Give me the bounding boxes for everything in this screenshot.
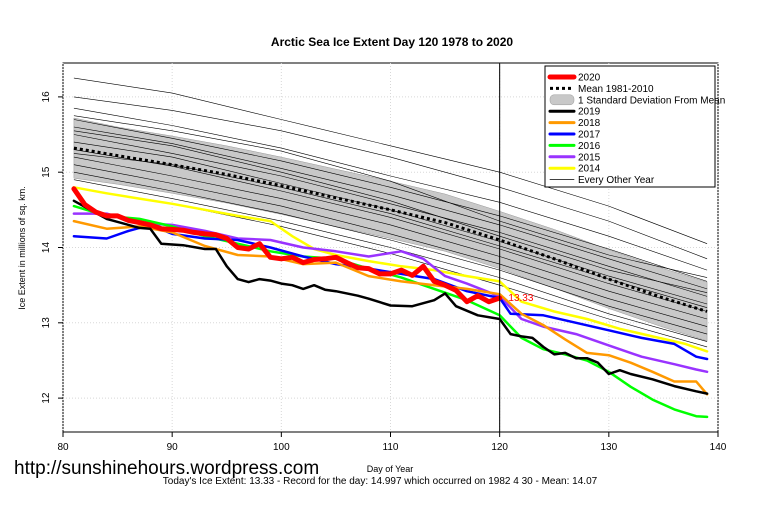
x-tick-label: 90 [167, 442, 179, 453]
std-band-layer [73, 117, 708, 342]
legend-label: 2018 [578, 118, 601, 129]
series-2014 [72, 186, 709, 353]
y-tick-label: 14 [41, 242, 52, 254]
x-tick-label: 80 [57, 442, 69, 453]
legend-label: 2014 [578, 164, 601, 175]
every-other-year-line [73, 115, 708, 278]
every-other-year-line [73, 126, 708, 290]
chart-title: Arctic Sea Ice Extent Day 120 1978 to 20… [271, 35, 513, 49]
legend-label: 1 Standard Deviation From Mean [578, 95, 725, 106]
y-axis-label: Ice Extent in millions of sq. km. [17, 186, 27, 310]
legend-label: 2019 [578, 107, 601, 118]
x-tick-label: 100 [273, 442, 290, 453]
x-tick-label: 140 [710, 442, 727, 453]
legend-label: Every Other Year [578, 175, 655, 186]
series-2019 [72, 199, 709, 395]
x-tick-label: 110 [383, 442, 399, 453]
watermark-url: http://sunshinehours.wordpress.com [14, 458, 320, 479]
every-other-year-line [73, 171, 708, 335]
every-other-year-line [73, 141, 708, 305]
legend-label: 2016 [578, 141, 601, 152]
y-tick-label: 12 [41, 392, 52, 404]
every-other-year-line [73, 119, 708, 282]
x-tick-label: 120 [491, 442, 508, 453]
axes: 80 90 100 110 120 130 140 12 13 14 15 16 [41, 91, 727, 453]
y-tick-label: 13 [41, 317, 52, 329]
every-other-year-line [73, 96, 708, 260]
every-other-year-line [73, 130, 708, 293]
legend-label: 2015 [578, 152, 601, 163]
every-other-year-line [73, 153, 708, 308]
footer-stats: Today's Ice Extent: 13.33 - Record for t… [162, 476, 598, 487]
every-other-year-line [73, 134, 708, 297]
every-other-year-line [73, 164, 708, 327]
legend-swatch-band [549, 94, 575, 106]
legend-label: Mean 1981-2010 [578, 84, 654, 95]
every-other-year-line [73, 77, 708, 244]
every-other-year-line [73, 107, 708, 271]
series-2015 [72, 212, 709, 374]
std-dev-band [73, 117, 708, 342]
x-tick-label: 130 [600, 442, 617, 453]
series-2020 [71, 186, 503, 305]
x-axis-label: Day of Year [367, 464, 414, 474]
y-tick-label: 15 [41, 166, 52, 178]
current-value-label: 13.33 [508, 293, 533, 304]
every-other-year-line [73, 156, 708, 320]
series-layer [71, 186, 709, 419]
legend-label: 2020 [578, 73, 601, 84]
y-tick-label: 16 [41, 91, 52, 103]
every-other-year-line [73, 149, 708, 312]
every-other-year-line [73, 179, 708, 342]
legend-label: 2017 [578, 130, 601, 141]
